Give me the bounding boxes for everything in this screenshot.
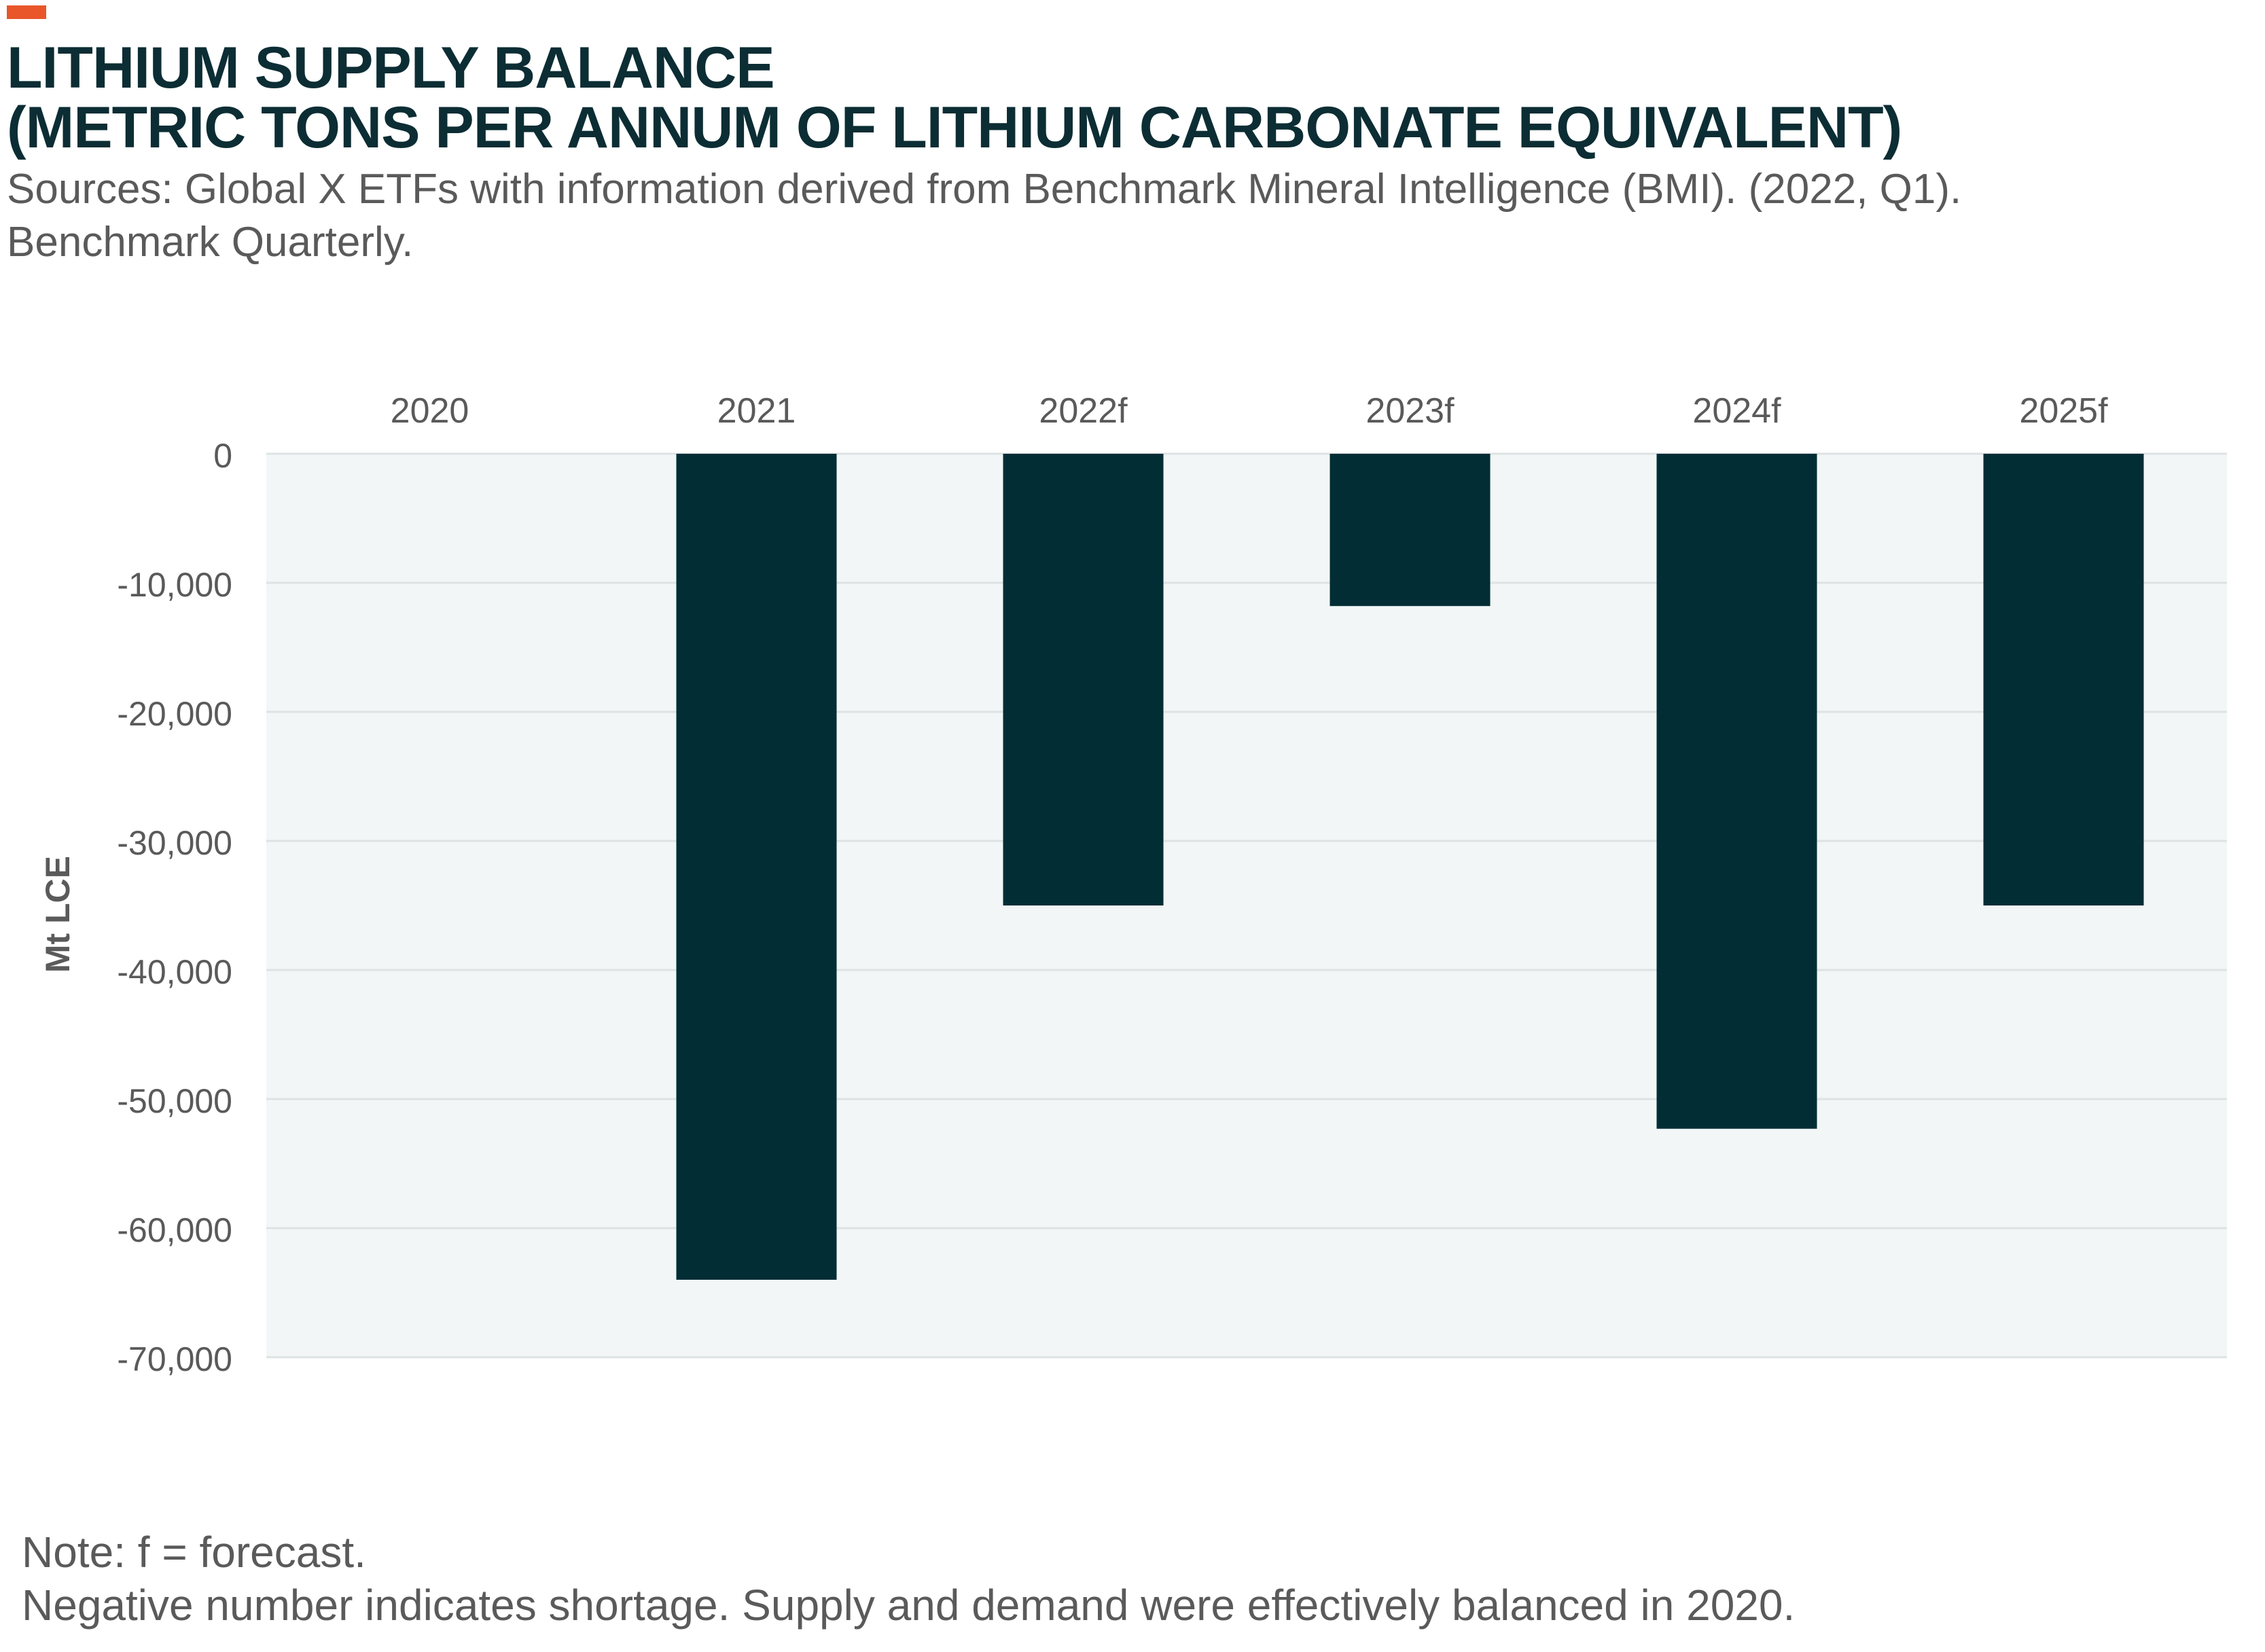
y-tick-label: -70,000 — [117, 1340, 232, 1378]
y-tick-label: -50,000 — [117, 1082, 232, 1120]
y-tick-label: 0 — [213, 437, 232, 475]
source-line-1: Sources: Global X ETFs with information … — [7, 166, 1962, 213]
y-axis-ticks: 0 -10,000 -20,000 -30,000 -40,000 -50,000 -60,… — [117, 437, 232, 1378]
bar-2025f — [1983, 454, 2144, 905]
accent-bar — [7, 5, 46, 19]
x-axis-labels: 2020 2021 2022f 2023f 2024f 2025f — [391, 391, 2108, 431]
y-tick-label: -30,000 — [117, 824, 232, 862]
y-tick-label: -60,000 — [117, 1211, 232, 1249]
title-line-1: LITHIUM SUPPLY BALANCE — [7, 35, 775, 101]
footnote-line-1: Note: f = forecast. — [22, 1528, 366, 1577]
grid-lines — [266, 452, 2227, 1359]
bar-2021 — [676, 454, 837, 1280]
plot-area — [266, 454, 2227, 1357]
bar-2023f — [1330, 454, 1491, 607]
bar-2024f — [1656, 454, 1817, 1129]
footnote: Note: f = forecast. Negative number indi… — [22, 1526, 1795, 1632]
x-tick-label: 2021 — [717, 391, 796, 431]
x-tick-label: 2025f — [2019, 391, 2108, 431]
x-tick-label: 2020 — [391, 391, 469, 431]
source-line-2: Benchmark Quarterly. — [7, 219, 414, 266]
y-tick-label: -10,000 — [117, 566, 232, 604]
footnote-line-2: Negative number indicates shortage. Supp… — [22, 1581, 1796, 1630]
chart-title: LITHIUM SUPPLY BALANCE (METRIC TONS PER … — [7, 38, 1902, 158]
x-tick-label: 2022f — [1039, 391, 1128, 431]
y-axis-label: Mt LCE — [39, 856, 77, 973]
x-tick-label: 2023f — [1366, 391, 1455, 431]
y-tick-label: -20,000 — [117, 695, 232, 733]
bars — [676, 454, 2144, 1280]
bar-2022f — [1003, 454, 1164, 905]
y-tick-label: -40,000 — [117, 953, 232, 991]
source-note: Sources: Global X ETFs with information … — [7, 163, 1961, 269]
title-line-2: (METRIC TONS PER ANNUM OF LITHIUM CARBON… — [7, 95, 1902, 160]
x-tick-label: 2024f — [1692, 391, 1781, 431]
